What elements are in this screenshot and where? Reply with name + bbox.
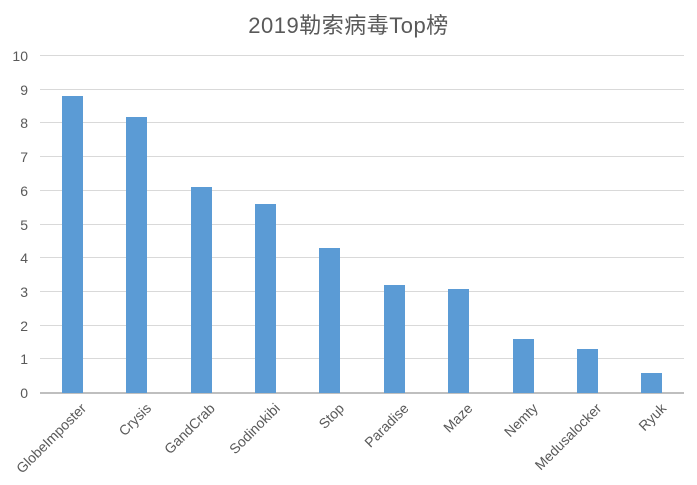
bar-sodinokibi (254, 204, 276, 393)
x-category-label: Crysis (115, 400, 154, 439)
y-tick-label: 4 (20, 250, 28, 267)
x-category-label: GlobeImposter (13, 400, 90, 477)
y-tick-label: 2 (20, 317, 28, 334)
y-tick-label: 0 (20, 385, 28, 401)
gridline (40, 156, 684, 158)
x-category-label: Medusalocker (531, 400, 605, 473)
gridline (40, 88, 684, 90)
x-category-label: GandCrab (161, 400, 219, 457)
gridline (40, 290, 684, 292)
x-category-label: Maze (440, 400, 476, 436)
y-tick-label: 9 (20, 81, 28, 98)
y-tick-label: 7 (20, 149, 28, 166)
x-axis-line (40, 392, 684, 394)
y-tick-label: 8 (20, 115, 28, 132)
bar-medusalocker (576, 349, 598, 393)
gridline (40, 122, 684, 124)
x-category-label: Ryuk (635, 400, 670, 434)
gridline (40, 55, 684, 56)
x-category-label: Stop (315, 400, 348, 432)
bar-paradise (383, 285, 405, 393)
x-category-label: Sodinokibi (225, 400, 283, 457)
y-tick-label: 1 (20, 351, 28, 368)
bar-nemty (512, 339, 534, 393)
y-tick-label: 5 (20, 216, 28, 233)
chart-title: 2019勒索病毒Top榜 (248, 13, 449, 38)
bar-gandcrab (190, 187, 212, 393)
x-category-label: Nemty (500, 400, 541, 440)
gridline (40, 189, 684, 191)
gridline (40, 324, 684, 326)
gridline (40, 257, 684, 259)
plot-area (40, 55, 684, 394)
x-category-label: Paradise (361, 400, 412, 451)
y-tick-label: 6 (20, 182, 28, 199)
bar-stop (319, 248, 341, 393)
y-tick-label: 3 (20, 283, 28, 300)
bar-crysis (126, 116, 148, 393)
y-tick-label: 10 (12, 48, 28, 64)
gridline (40, 358, 684, 360)
bar-ryuk (641, 372, 663, 393)
bar-globeimposter (61, 96, 83, 393)
gridline (40, 223, 684, 225)
bar-maze (448, 288, 470, 393)
